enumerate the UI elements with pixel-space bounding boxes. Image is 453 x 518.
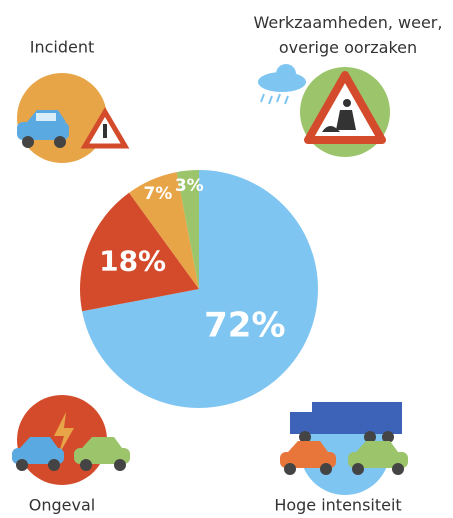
value-label: 3% <box>175 176 204 196</box>
value-label: 18% <box>99 245 166 278</box>
category-label: Werkzaamheden, weer, overige oorzaken <box>253 13 443 57</box>
pie: 72% 18% 7% 3% <box>79 170 318 409</box>
roadworks-icon <box>258 64 390 157</box>
pie-slice <box>176 170 199 289</box>
pie-slice <box>82 170 318 409</box>
pie-slice <box>129 172 199 289</box>
traffic-icon <box>280 402 408 495</box>
category-label: Hoge intensiteit <box>274 495 402 515</box>
value-label: 7% <box>143 184 172 204</box>
pie-slice <box>79 192 199 312</box>
category-label: Incident <box>29 37 95 57</box>
accident-icon <box>12 395 130 485</box>
value-label: 72% <box>204 305 285 345</box>
category-label: Ongeval <box>28 495 96 515</box>
incident-icon <box>17 73 130 163</box>
